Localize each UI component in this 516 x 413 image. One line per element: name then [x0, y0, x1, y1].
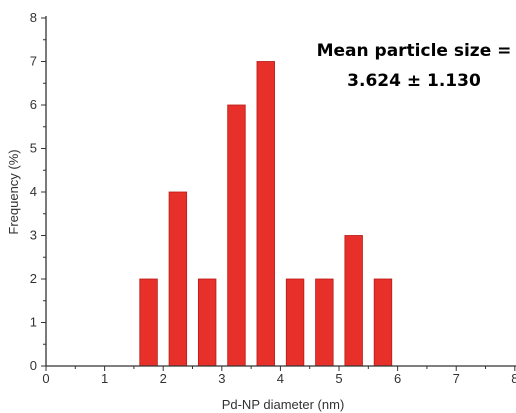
y-tick-label-5: 5	[30, 141, 37, 156]
bar-2	[168, 191, 188, 367]
x-tick-label-7: 7	[453, 371, 460, 386]
x-tick-label-5: 5	[335, 371, 342, 386]
bar-9	[373, 278, 393, 367]
y-tick-label-6: 6	[30, 97, 37, 112]
y-tick-label-7: 7	[30, 54, 37, 69]
y-axis-label: Frequency (%)	[6, 149, 21, 234]
x-tick-label-3: 3	[218, 371, 225, 386]
x-tick-label-6: 6	[394, 371, 401, 386]
plot-area: 0 1 2 3 4 5 6 7 8 0 1 2 3 4 5 6 7 8	[30, 10, 516, 386]
bar-8	[344, 235, 363, 367]
x-tick-label-8: 8	[511, 371, 516, 386]
y-tick-label-1: 1	[30, 315, 37, 330]
x-axis-label: Pd-NP diameter (nm)	[222, 397, 345, 412]
x-tick-label-1: 1	[101, 371, 108, 386]
y-tick-label-0: 0	[30, 358, 37, 373]
annotation-line-1: Mean particle size =	[317, 41, 512, 61]
y-tick-label-2: 2	[30, 271, 37, 286]
x-tick-label-4: 4	[277, 371, 284, 386]
y-tick-label-4: 4	[30, 184, 37, 199]
bar-4	[227, 104, 246, 367]
y-tick-label-8: 8	[30, 10, 37, 25]
x-tick-label-2: 2	[160, 371, 167, 386]
x-tick-label-0: 0	[42, 371, 49, 386]
annotation-line-2: 3.624 ± 1.130	[347, 71, 481, 91]
bar-6	[285, 278, 305, 367]
bar-1	[139, 278, 158, 367]
bar-7	[315, 278, 334, 367]
bar-5	[256, 61, 275, 367]
y-tick-label-3: 3	[30, 228, 37, 243]
bar-3	[197, 278, 217, 367]
